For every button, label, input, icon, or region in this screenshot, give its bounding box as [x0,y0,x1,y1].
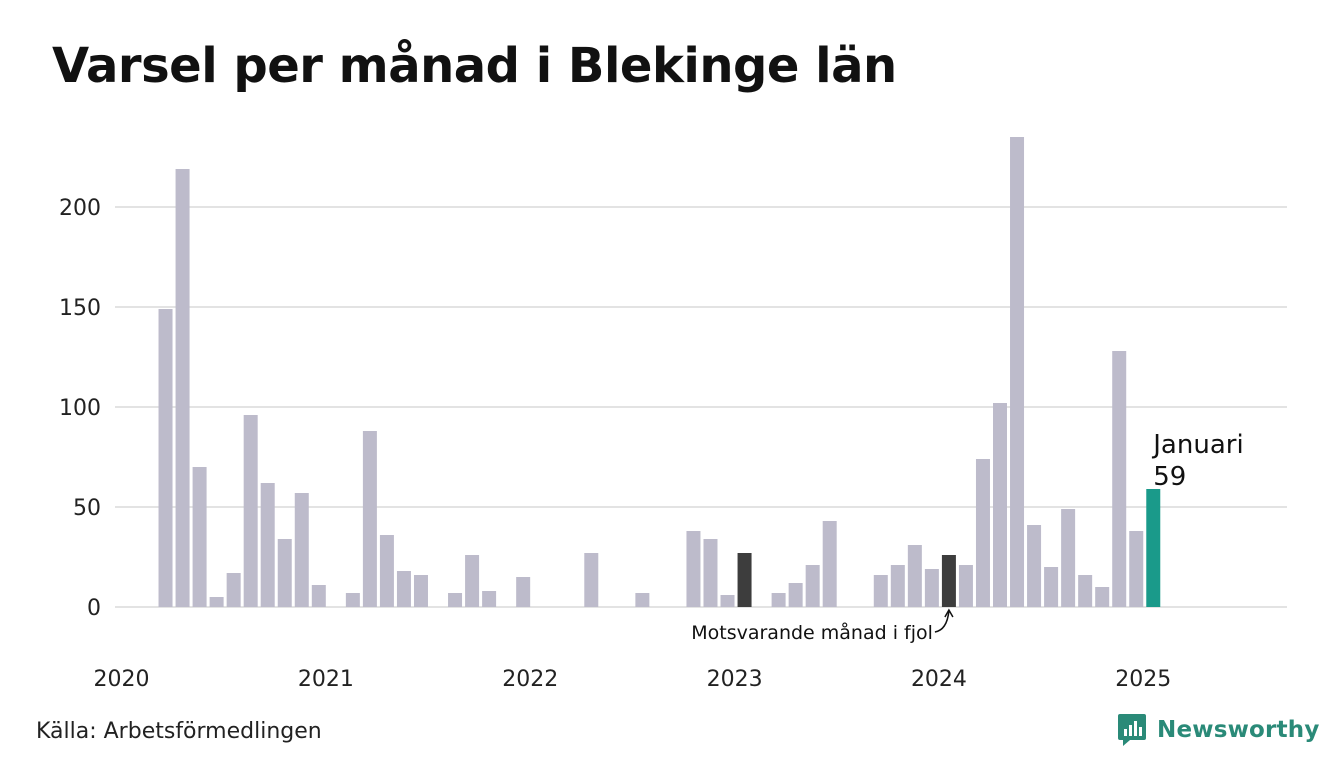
bar [805,565,820,607]
bar [294,493,309,607]
chart-title: Varsel per månad i Blekinge län [52,38,897,94]
bar [158,309,173,607]
x-axis-ticks: 2020 2021 2022 2023 2024 2025 [94,667,1172,692]
bar [788,583,803,607]
bar [1010,137,1025,607]
bar [958,565,973,607]
highlight-month-label: Januari [1151,430,1243,460]
y-tick-label: 0 [87,596,101,621]
bar [277,539,292,607]
bar [737,553,752,607]
x-tick-label: 2024 [911,667,967,692]
previous-year-label: Motsvarande månad i fjol [691,621,933,644]
bar [448,593,463,607]
bar [873,575,888,607]
bar [1078,575,1093,607]
x-tick-label: 2020 [94,667,150,692]
x-tick-label: 2021 [298,667,354,692]
bar [260,483,275,607]
bar [771,593,786,607]
bar [209,597,224,607]
bar [396,571,411,607]
bar [226,573,241,607]
source-note: Källa: Arbetsförmedlingen [36,719,322,744]
bar [941,555,956,607]
newsworthy-icon [1118,714,1146,746]
bar [1112,351,1127,607]
bar [703,539,718,607]
bar [362,431,377,607]
bar [907,545,922,607]
y-tick-label: 50 [73,496,101,521]
bar [993,403,1007,607]
x-tick-label: 2025 [1115,667,1171,692]
bar [345,593,360,607]
bar [516,577,531,607]
highlight-value-label: 59 [1153,462,1186,492]
annotation-arrowhead [944,608,954,618]
y-axis-ticks: 0 50 100 150 200 [59,196,101,621]
annotation-arrow [934,610,950,633]
bar [924,569,939,607]
y-tick-label: 150 [59,296,101,321]
bar [1027,525,1042,607]
bar-chart: 0 50 100 150 200 2020 2021 2022 2023 2024 2025 Ja… [59,137,1287,692]
bar [584,553,599,607]
bar [1095,587,1110,607]
x-tick-label: 2022 [502,667,558,692]
bar [413,575,428,607]
bar [243,415,258,607]
y-tick-label: 200 [59,196,101,221]
bar [379,535,394,607]
bar [482,591,497,607]
bar [1061,509,1076,607]
bar [192,467,207,607]
bar [822,521,837,607]
bars [158,137,1161,607]
bar [686,531,701,607]
x-tick-label: 2023 [707,667,763,692]
bar [635,593,650,607]
bar [1146,489,1161,607]
bar [175,169,190,607]
y-tick-label: 100 [59,396,101,421]
bar [311,585,326,607]
bar [890,565,905,607]
brand-name: Newsworthy [1157,717,1320,743]
bar [720,595,735,607]
bar [1129,531,1144,607]
newsworthy-logo: Newsworthy [1117,712,1320,748]
bar [975,459,990,607]
bar [1044,567,1059,607]
bar [465,555,480,607]
